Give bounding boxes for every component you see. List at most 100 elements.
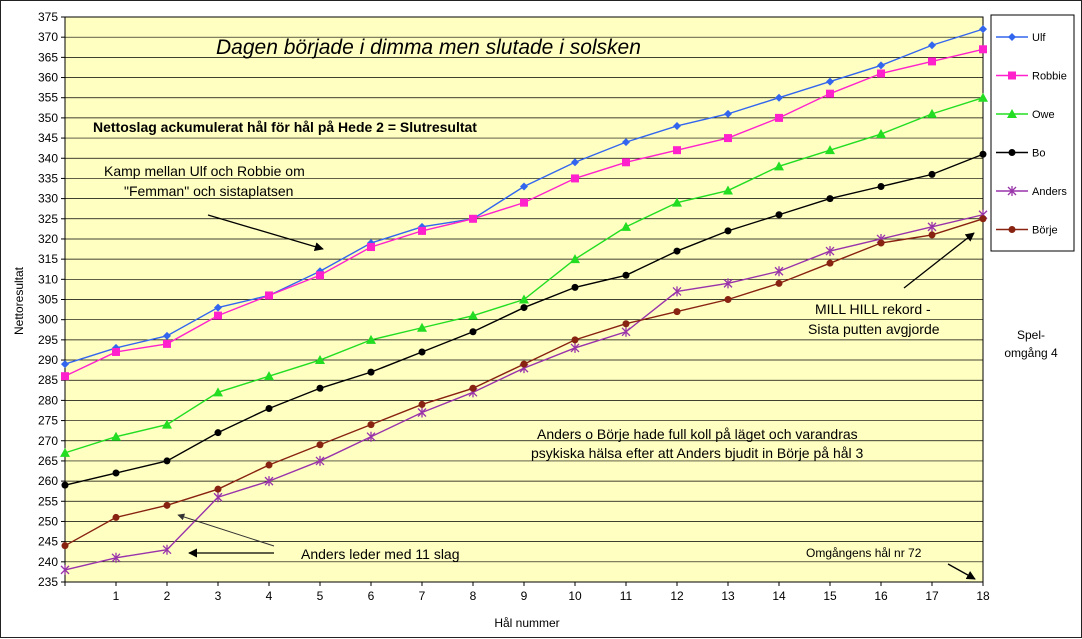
point-robbie-0	[61, 372, 69, 381]
legend-item-owe: Owe	[996, 109, 1055, 121]
point-anders-15-glyph	[825, 246, 835, 257]
point-bo-5	[316, 384, 324, 392]
x-tick-label-15: 15	[823, 589, 837, 603]
annotation-omgang: Omgångens hål nr 72	[806, 546, 922, 560]
point-brje-3	[214, 485, 222, 493]
point-brje-16	[877, 239, 885, 247]
point-robbie-18	[979, 45, 987, 54]
y-tick-label-325: 325	[38, 212, 58, 226]
y-tick-label-270: 270	[38, 434, 58, 448]
point-owe-13	[723, 185, 733, 195]
legend-marker-anders	[1007, 186, 1017, 196]
y-tick-label-370: 370	[38, 30, 58, 44]
x-tick-label-5: 5	[317, 589, 324, 603]
point-ulf-11	[622, 138, 630, 147]
legend-marker-anders-glyph	[1007, 186, 1017, 196]
point-ulf-14	[775, 93, 783, 102]
point-brje-5	[316, 441, 324, 449]
point-bo-16	[877, 183, 885, 190]
point-bo-10	[571, 283, 579, 291]
y-tick-label-355: 355	[38, 91, 58, 105]
point-owe-3	[213, 387, 223, 397]
annotation-millhill-line1: MILL HILL rekord -	[815, 301, 931, 317]
point-anders-11-glyph	[621, 326, 631, 337]
point-brje-1	[112, 513, 120, 521]
point-brje-11	[622, 320, 630, 328]
legend-label-robbie: Robbie	[1032, 71, 1067, 83]
point-ulf-18	[979, 25, 987, 34]
point-anders-3	[213, 492, 223, 503]
x-tick-label-14: 14	[772, 589, 786, 603]
point-bo-13	[724, 227, 732, 235]
point-anders-7	[417, 407, 427, 418]
annotation-leder: Anders leder med 11 slag	[301, 546, 460, 562]
annotation-spel-line2: omgång 4	[1004, 346, 1058, 360]
series-lines	[60, 25, 988, 575]
point-brje-12	[673, 308, 681, 316]
annotation-anders-borje-line2: psykiska hälsa efter att Anders bjudit i…	[531, 445, 864, 461]
y-tick-label-235: 235	[38, 575, 58, 589]
point-bo-11	[622, 271, 630, 279]
point-anders-17	[927, 221, 937, 232]
y-tick-label-335: 335	[38, 171, 58, 185]
arrow-millhill	[903, 232, 975, 289]
x-tick-label-17: 17	[925, 589, 939, 603]
y-tick-label-350: 350	[38, 111, 58, 125]
point-anders-13-glyph	[723, 278, 733, 289]
point-anders-5-glyph	[315, 455, 325, 466]
point-anders-5	[315, 455, 325, 466]
point-bo-1	[112, 469, 120, 477]
annotation-spel-line1: Spel-	[1017, 328, 1045, 342]
point-brje-6	[367, 421, 375, 429]
point-robbie-2	[163, 339, 171, 348]
point-robbie-15	[826, 89, 834, 98]
point-ulf-9	[520, 182, 528, 191]
x-tick-label-3: 3	[215, 589, 222, 603]
point-bo-14	[775, 211, 783, 219]
x-tick-label-4: 4	[266, 589, 273, 603]
point-ulf-17	[928, 41, 936, 50]
point-brje-0	[61, 542, 69, 550]
y-tick-label-310: 310	[38, 272, 58, 286]
point-robbie-3	[214, 311, 222, 320]
arrow-omgang	[947, 563, 976, 580]
y-axis-ticks: 235 240 245 250 255 260 265 270 275 280 285 290 295 3…	[38, 10, 65, 589]
point-anders-6	[366, 431, 376, 442]
y-tick-label-265: 265	[38, 454, 58, 468]
point-ulf-16	[877, 61, 885, 70]
annotation-millhill-line2: Sista putten avgjorde	[808, 321, 940, 337]
y-tick-label-295: 295	[38, 333, 58, 347]
y-tick-label-250: 250	[38, 514, 58, 528]
point-robbie-8	[469, 214, 477, 223]
chart-title: Dagen började i dimma men slutade i sols…	[216, 36, 641, 59]
point-robbie-10	[571, 174, 579, 183]
x-axis-label: Hål nummer	[494, 616, 559, 630]
point-bo-6	[367, 368, 375, 376]
legend-item-robbie: Robbie	[996, 71, 1067, 83]
y-tick-label-260: 260	[38, 474, 58, 488]
legend-marker-bo	[1008, 149, 1016, 156]
point-owe-18	[978, 92, 988, 102]
point-ulf-0	[61, 360, 69, 369]
point-anders-14-glyph	[774, 266, 784, 277]
point-owe-16	[876, 129, 886, 139]
point-bo-18	[979, 150, 987, 158]
y-tick-label-240: 240	[38, 555, 58, 569]
point-owe-8	[468, 310, 478, 320]
legend: Ulf Robbie Owe Bo Anders Börje	[996, 32, 1067, 237]
point-anders-7-glyph	[417, 407, 427, 418]
legend-marker-ulf	[1008, 33, 1016, 41]
series-bo	[61, 150, 987, 489]
legend-item-bo: Bo	[996, 148, 1045, 160]
legend-box	[990, 14, 1075, 252]
legend-label-bo: Bo	[1032, 148, 1045, 160]
point-anders-11	[621, 326, 631, 337]
point-ulf-15	[826, 77, 834, 86]
point-bo-0	[61, 481, 69, 489]
point-anders-10-glyph	[570, 342, 580, 353]
point-owe-5	[315, 355, 325, 365]
annotation-kamp-line2: "Femman" och sistaplatsen	[124, 183, 293, 199]
y-tick-label-345: 345	[38, 131, 58, 145]
y-tick-label-340: 340	[38, 151, 58, 165]
legend-item-ulf: Ulf	[996, 32, 1046, 44]
